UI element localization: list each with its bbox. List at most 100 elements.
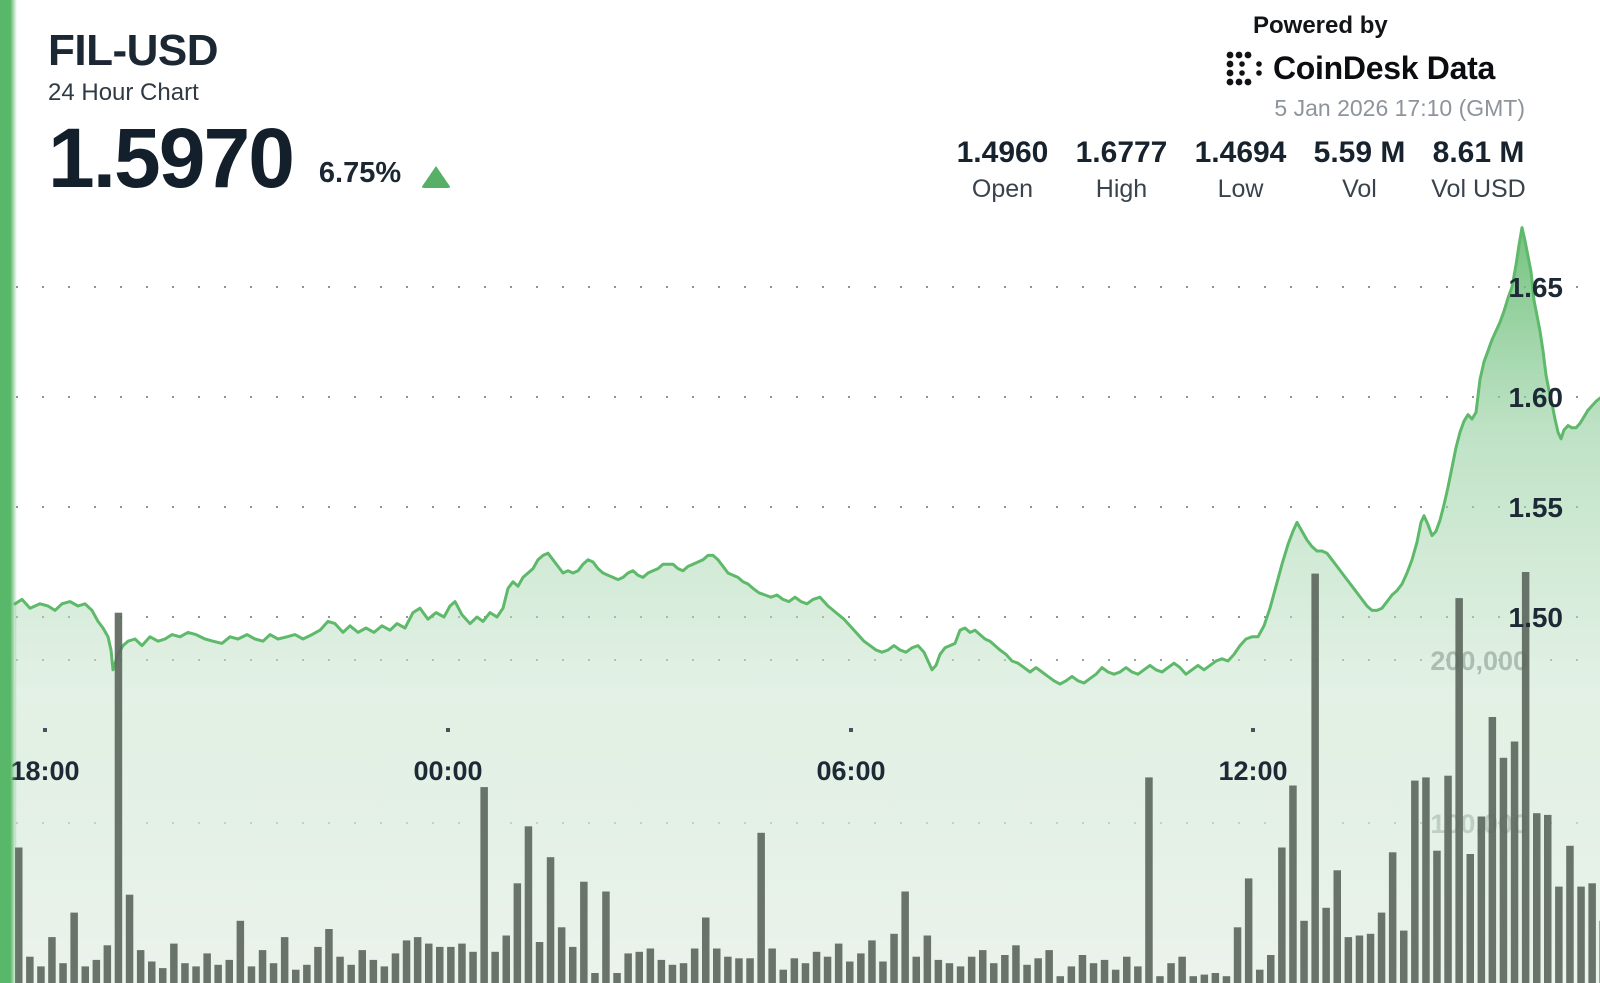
volume-bar <box>801 963 810 983</box>
price-axis-label: 1.60 <box>1509 382 1564 413</box>
time-axis-label: 18:00 <box>10 756 79 786</box>
volume-bar <box>524 826 533 983</box>
volume-bar <box>569 946 577 983</box>
volume-bar <box>70 912 78 983</box>
volume-bar <box>702 917 710 983</box>
coindesk-brand[interactable]: CoinDesk Data <box>1225 50 1525 87</box>
volume-bar <box>912 956 920 983</box>
volume-bar <box>1588 883 1596 983</box>
volume-bar <box>502 935 510 983</box>
volume-bar <box>358 950 366 983</box>
volume-bar <box>1278 847 1286 983</box>
volume-bar <box>81 966 89 983</box>
volume-bar <box>1422 777 1430 983</box>
volume-bar <box>114 612 123 983</box>
left-accent-bar <box>0 0 17 983</box>
volume-bar <box>1111 969 1120 983</box>
attribution-block: Powered by CoinDesk Data 5 Jan 2026 17:1… <box>1225 12 1525 122</box>
volume-bar <box>812 951 821 983</box>
volume-bar <box>1555 886 1563 983</box>
volume-bar <box>303 964 311 983</box>
chart-subtitle: 24 Hour Chart <box>48 78 199 106</box>
volume-bar <box>225 959 233 983</box>
volume-bar <box>668 964 677 983</box>
volume-bar <box>546 857 555 983</box>
volume-bar <box>967 956 976 983</box>
volume-bar <box>1189 976 1197 983</box>
stat-label: Vol <box>1342 175 1377 203</box>
price-change-percent: 6.75% <box>318 157 402 190</box>
volume-bar <box>1200 974 1209 983</box>
volume-bar <box>1433 850 1441 983</box>
volume-bar <box>1366 933 1375 983</box>
volume-bar <box>1256 969 1264 983</box>
volume-bar <box>247 966 256 983</box>
stat-label: Open <box>971 175 1034 203</box>
volume-bar <box>1034 958 1042 983</box>
volume-bar <box>1233 927 1242 983</box>
volume-bar <box>713 948 721 983</box>
page-title: FIL-USD <box>48 26 219 75</box>
stat-value: 1.4960 <box>956 136 1049 169</box>
stat-label: Vol USD <box>1431 175 1526 203</box>
volume-bar <box>325 929 333 983</box>
price-area-fill <box>15 227 1600 983</box>
price-axis-label: 1.65 <box>1509 272 1564 303</box>
volume-bar <box>1544 814 1552 983</box>
volume-bar <box>857 953 865 983</box>
volume-bar <box>1566 845 1574 983</box>
volume-bar <box>1045 950 1053 983</box>
stat-label: High <box>1095 175 1148 203</box>
volume-bar <box>192 966 200 983</box>
volume-bar <box>1300 920 1308 983</box>
volume-bar <box>1244 878 1253 983</box>
volume-bar <box>103 945 112 983</box>
volume-bar <box>458 943 466 983</box>
volume-bar <box>1455 598 1463 983</box>
stat-value: 1.4694 <box>1194 136 1287 169</box>
stat-label: Low <box>1217 175 1264 203</box>
volume-bar <box>1333 870 1341 983</box>
volume-bar <box>735 958 743 983</box>
volume-bar <box>635 951 643 983</box>
volume-bar <box>690 948 699 983</box>
volume-bar <box>1134 966 1142 983</box>
header-left: FIL-USD 24 Hour Chart 1.5970 6.75% <box>48 26 452 205</box>
up-arrow-icon <box>421 166 452 189</box>
volume-bar <box>846 961 854 983</box>
volume-bar <box>1377 912 1386 983</box>
volume-bar <box>1023 964 1031 983</box>
volume-bar <box>1311 573 1319 983</box>
time-tick-dot <box>446 728 450 732</box>
volume-bar <box>1521 572 1530 983</box>
volume-bar <box>92 959 101 983</box>
volume-bar <box>436 946 444 983</box>
volume-bar <box>425 943 433 983</box>
volume-bar <box>491 951 499 983</box>
volume-bar <box>979 950 987 983</box>
volume-bar <box>602 891 610 983</box>
volume-bar <box>934 959 943 983</box>
volume-bar <box>1089 963 1098 983</box>
volume-bar <box>746 958 754 983</box>
volume-bar <box>170 943 178 983</box>
volume-bar <box>890 933 898 983</box>
volume-bar <box>879 961 887 983</box>
volume-bar <box>26 956 34 983</box>
powered-by-label: Powered by <box>1253 12 1388 39</box>
volume-bar <box>125 894 134 983</box>
volume-bar <box>646 948 655 983</box>
volume-bar <box>1466 854 1474 983</box>
volume-bar <box>834 943 843 983</box>
volume-bar <box>347 964 355 983</box>
current-price: 1.5970 <box>48 110 295 205</box>
volume-bar <box>580 881 588 983</box>
volume-bar <box>391 953 400 983</box>
volume-bar <box>15 847 23 983</box>
volume-bar <box>258 950 267 983</box>
volume-bar <box>1344 937 1353 983</box>
volume-bar <box>1577 886 1585 983</box>
volume-bar <box>1012 945 1020 983</box>
